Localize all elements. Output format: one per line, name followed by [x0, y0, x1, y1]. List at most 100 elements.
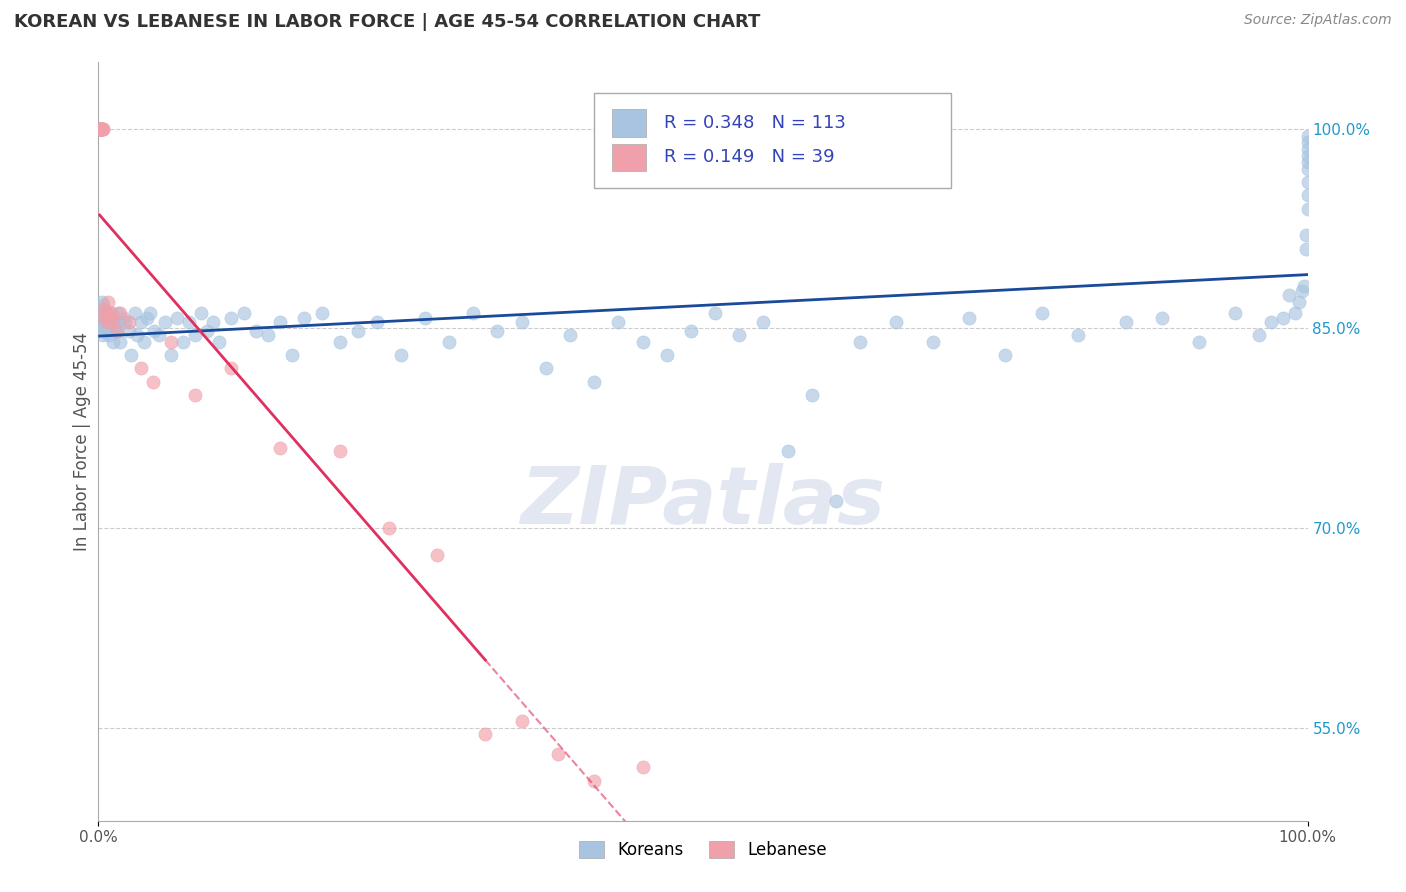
- Point: [825, 494, 848, 508]
- Point: [153, 315, 176, 329]
- Point: [190, 305, 212, 319]
- Point: [97, 321, 120, 335]
- Point: [91, 122, 114, 136]
- Point: [89, 305, 111, 319]
- Point: [366, 315, 388, 329]
- Point: [89, 122, 111, 136]
- Point: [583, 773, 606, 788]
- Point: [1278, 288, 1301, 302]
- Point: [389, 348, 412, 362]
- Point: [89, 122, 111, 136]
- Point: [1296, 188, 1319, 202]
- Y-axis label: In Labor Force | Age 45-54: In Labor Force | Age 45-54: [73, 332, 91, 551]
- Point: [91, 122, 114, 136]
- Point: [800, 388, 823, 402]
- Point: [776, 443, 799, 458]
- Point: [886, 315, 908, 329]
- Point: [101, 315, 124, 329]
- Point: [91, 315, 114, 329]
- Point: [91, 122, 114, 136]
- Point: [103, 315, 125, 329]
- Point: [232, 305, 254, 319]
- FancyBboxPatch shape: [613, 110, 647, 136]
- Point: [1296, 161, 1319, 176]
- Point: [90, 301, 112, 316]
- Text: KOREAN VS LEBANESE IN LABOR FORCE | AGE 45-54 CORRELATION CHART: KOREAN VS LEBANESE IN LABOR FORCE | AGE …: [14, 13, 761, 31]
- Point: [93, 310, 115, 325]
- Point: [148, 328, 170, 343]
- Text: ZIPatlas: ZIPatlas: [520, 463, 886, 541]
- Point: [91, 328, 114, 343]
- Point: [311, 305, 333, 319]
- Text: Source: ZipAtlas.com: Source: ZipAtlas.com: [1244, 13, 1392, 28]
- FancyBboxPatch shape: [595, 93, 950, 187]
- Point: [437, 334, 460, 349]
- Point: [135, 310, 157, 325]
- Point: [166, 310, 188, 325]
- Point: [292, 310, 315, 325]
- Point: [114, 315, 136, 329]
- Point: [184, 328, 207, 343]
- Point: [547, 747, 569, 761]
- Point: [728, 328, 751, 343]
- Point: [329, 334, 352, 349]
- Point: [679, 324, 702, 338]
- Point: [426, 548, 449, 562]
- Point: [100, 305, 122, 319]
- Point: [208, 334, 231, 349]
- Point: [100, 305, 122, 319]
- Point: [474, 727, 496, 741]
- Point: [1284, 305, 1306, 319]
- Point: [120, 348, 142, 362]
- Point: [1152, 310, 1174, 325]
- Point: [100, 310, 122, 325]
- Point: [1115, 315, 1137, 329]
- Point: [118, 315, 141, 329]
- Point: [269, 315, 291, 329]
- Point: [98, 328, 121, 343]
- Point: [179, 315, 201, 329]
- Point: [221, 310, 243, 325]
- Point: [534, 361, 557, 376]
- Point: [90, 321, 112, 335]
- Point: [91, 122, 114, 136]
- Point: [463, 305, 485, 319]
- Point: [1292, 279, 1315, 293]
- Point: [486, 324, 509, 338]
- Point: [108, 305, 131, 319]
- Point: [101, 334, 124, 349]
- Point: [1296, 202, 1319, 216]
- Point: [1223, 305, 1246, 319]
- Point: [90, 122, 112, 136]
- Point: [142, 375, 165, 389]
- Point: [93, 305, 115, 319]
- Point: [1295, 228, 1317, 243]
- Point: [347, 324, 370, 338]
- Point: [91, 122, 114, 136]
- Point: [631, 334, 654, 349]
- Point: [90, 122, 112, 136]
- Point: [90, 310, 112, 325]
- Point: [90, 122, 112, 136]
- Point: [91, 294, 114, 309]
- Point: [104, 321, 127, 335]
- Point: [1296, 135, 1319, 149]
- Point: [558, 328, 581, 343]
- Point: [118, 324, 141, 338]
- Text: R = 0.149   N = 39: R = 0.149 N = 39: [664, 148, 835, 166]
- Point: [96, 305, 118, 319]
- Point: [100, 315, 122, 329]
- Point: [160, 348, 183, 362]
- Point: [94, 305, 117, 319]
- Point: [583, 375, 606, 389]
- Point: [921, 334, 943, 349]
- Point: [97, 310, 120, 325]
- Point: [108, 334, 131, 349]
- Point: [1067, 328, 1090, 343]
- Point: [256, 328, 278, 343]
- Point: [245, 324, 267, 338]
- Point: [93, 301, 115, 316]
- Point: [1272, 310, 1295, 325]
- Point: [752, 315, 775, 329]
- Point: [957, 310, 980, 325]
